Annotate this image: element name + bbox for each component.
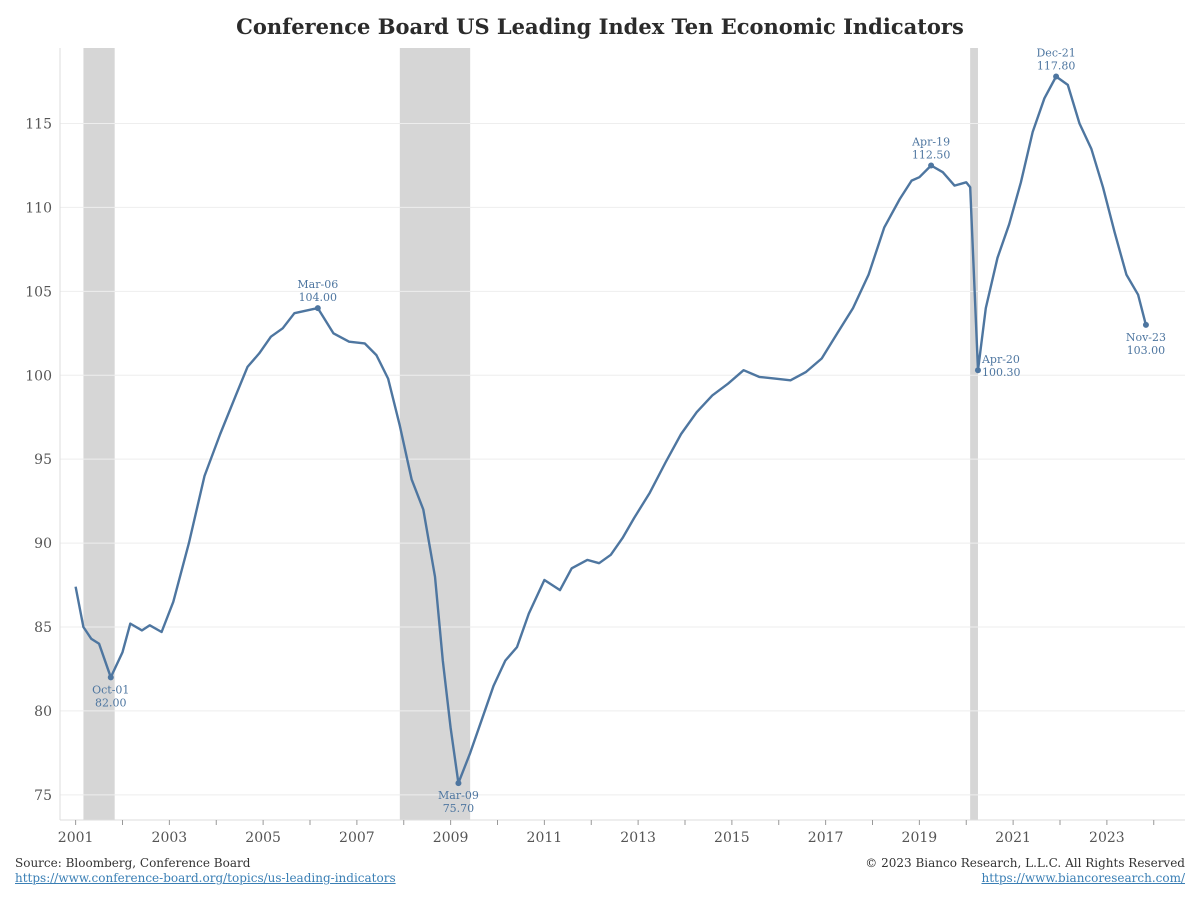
source-text: Source: Bloomberg, Conference Board — [15, 856, 251, 870]
y-tick-label: 110 — [25, 200, 52, 216]
annotation-date-label: Nov-23 — [1126, 331, 1166, 344]
y-tick-label: 75 — [34, 788, 52, 804]
x-tick-label: 2019 — [902, 830, 938, 846]
x-tick-label: 2011 — [527, 830, 563, 846]
recession-band — [399, 48, 471, 820]
annotation-point — [1053, 73, 1060, 80]
x-tick-label: 2009 — [433, 830, 469, 846]
annotation-value-label: 75.70 — [443, 802, 475, 815]
annotation-date-label: Apr-19 — [911, 135, 950, 148]
x-tick-label: 2005 — [245, 830, 281, 846]
footer-source: Source: Bloomberg, Conference Board http… — [15, 856, 396, 886]
annotation-date-label: Dec-21 — [1036, 47, 1075, 60]
y-tick-label: 80 — [34, 704, 52, 720]
annotation-date-label: Apr-20 — [981, 353, 1020, 366]
y-tick-label: 95 — [34, 452, 52, 468]
annotation-value-label: 104.00 — [299, 291, 338, 304]
axes-layer: 75 80 85 90 95 100 105 110 115 2001 2003 2005 2007 20… — [25, 48, 1185, 846]
x-tick-label: 2017 — [808, 830, 844, 846]
annotation-date-label: Mar-06 — [297, 278, 338, 291]
series-layer — [74, 75, 1148, 785]
annotation-point — [455, 780, 462, 787]
annotation-point — [107, 674, 114, 681]
chart-title: Conference Board US Leading Index Ten Ec… — [236, 14, 964, 39]
recession-shading-layer — [83, 48, 978, 820]
y-tick-label: 105 — [25, 284, 52, 300]
gridlines-layer — [60, 123, 1185, 796]
copyright-text: © 2023 Bianco Research, L.L.C. All Right… — [865, 856, 1185, 870]
annotation-point — [974, 367, 981, 374]
annotation-value-label: 103.00 — [1127, 344, 1166, 357]
x-tick-label: 2015 — [714, 830, 750, 846]
footer-copyright: © 2023 Bianco Research, L.L.C. All Right… — [865, 856, 1185, 886]
x-tick-label: 2021 — [995, 830, 1031, 846]
y-tick-label: 115 — [25, 117, 52, 133]
y-tick-label: 85 — [34, 620, 52, 636]
x-tick-label: 2023 — [1089, 830, 1125, 846]
annotation-value-label: 82.00 — [95, 696, 127, 709]
y-tick-label: 90 — [34, 536, 52, 552]
annotation-point — [1142, 321, 1149, 328]
annotation-point — [928, 162, 935, 169]
annotation-point — [314, 305, 321, 312]
annotation-value-label: 112.50 — [912, 148, 951, 161]
site-link[interactable]: https://www.biancoresearch.com/ — [981, 871, 1185, 885]
series-line — [74, 75, 1148, 785]
x-tick-label: 2001 — [58, 830, 94, 846]
annotation-date-label: Oct-01 — [92, 683, 129, 696]
annotation-date-label: Mar-09 — [438, 789, 479, 802]
x-tick-label: 2003 — [152, 830, 188, 846]
recession-band — [83, 48, 115, 820]
x-tick-label: 2007 — [339, 830, 375, 846]
annotation-value-label: 117.80 — [1037, 60, 1076, 73]
annotation-value-label: 100.30 — [982, 366, 1021, 379]
recession-band — [970, 48, 978, 820]
source-link[interactable]: https://www.conference-board.org/topics/… — [15, 871, 396, 885]
y-tick-label: 100 — [25, 368, 52, 384]
x-tick-label: 2013 — [620, 830, 656, 846]
